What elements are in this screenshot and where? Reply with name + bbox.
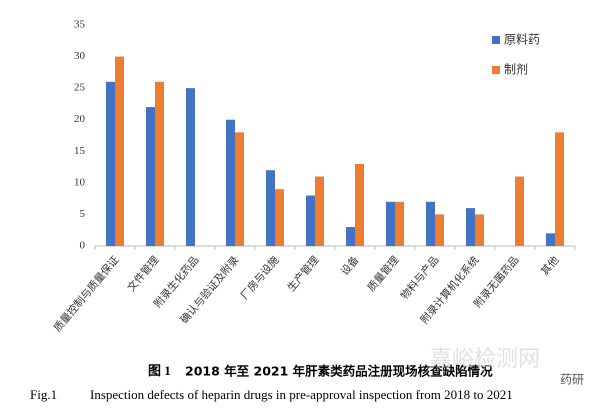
legend-label: 制剂 — [504, 62, 528, 77]
y-tick-label: 15 — [74, 145, 86, 157]
bar — [186, 88, 195, 247]
bar — [346, 227, 355, 246]
figure-label-en: Fig.1 — [30, 387, 57, 402]
x-tick-label: 设备 — [338, 253, 362, 278]
legend-label: 原料药 — [504, 33, 540, 47]
bar — [226, 119, 235, 246]
bar — [275, 189, 284, 246]
bar — [435, 214, 444, 246]
y-tick-label: 0 — [80, 240, 86, 252]
figure-label: 图 1 — [148, 363, 171, 378]
x-tick-label: 质量控制与质量保证 — [51, 253, 122, 334]
bar — [315, 176, 324, 246]
chart-subtitle: Inspection defects of heparin drugs in p… — [90, 387, 513, 402]
bar — [266, 170, 275, 246]
chart-title: 2018 年至 2021 年肝素类药品注册现场核查缺陷情况 — [185, 364, 493, 379]
bar — [475, 214, 484, 246]
x-tick-label: 其他 — [538, 253, 562, 278]
y-tick-label: 30 — [74, 50, 86, 62]
bar — [235, 132, 244, 246]
bar — [155, 81, 164, 246]
legend-swatch — [492, 66, 500, 74]
y-tick-label: 20 — [74, 113, 86, 125]
bar — [115, 56, 124, 247]
watermark: 嘉峪检测网 — [430, 347, 540, 372]
y-tick-label: 10 — [74, 176, 86, 188]
bar — [106, 81, 115, 246]
bar — [426, 201, 435, 246]
bar — [395, 201, 404, 246]
bar — [466, 208, 475, 246]
bar — [306, 195, 315, 246]
y-tick-label: 35 — [74, 19, 86, 31]
bar — [146, 107, 155, 246]
x-tick-label: 物料与产品 — [398, 254, 442, 303]
x-tick-label: 厂房与设施 — [238, 253, 282, 302]
bar — [515, 176, 524, 246]
legend-swatch — [492, 36, 500, 44]
x-tick-label: 质量管理 — [365, 253, 402, 294]
x-tick-label: 生产管理 — [285, 253, 322, 294]
y-tick-label: 25 — [74, 82, 86, 94]
bar — [546, 233, 555, 246]
x-tick-label: 文件管理 — [125, 253, 162, 294]
bar — [386, 201, 395, 246]
watermark-logo: 药研 — [560, 373, 584, 387]
bar — [355, 163, 364, 246]
bar — [555, 132, 564, 246]
y-tick-label: 5 — [80, 208, 86, 220]
